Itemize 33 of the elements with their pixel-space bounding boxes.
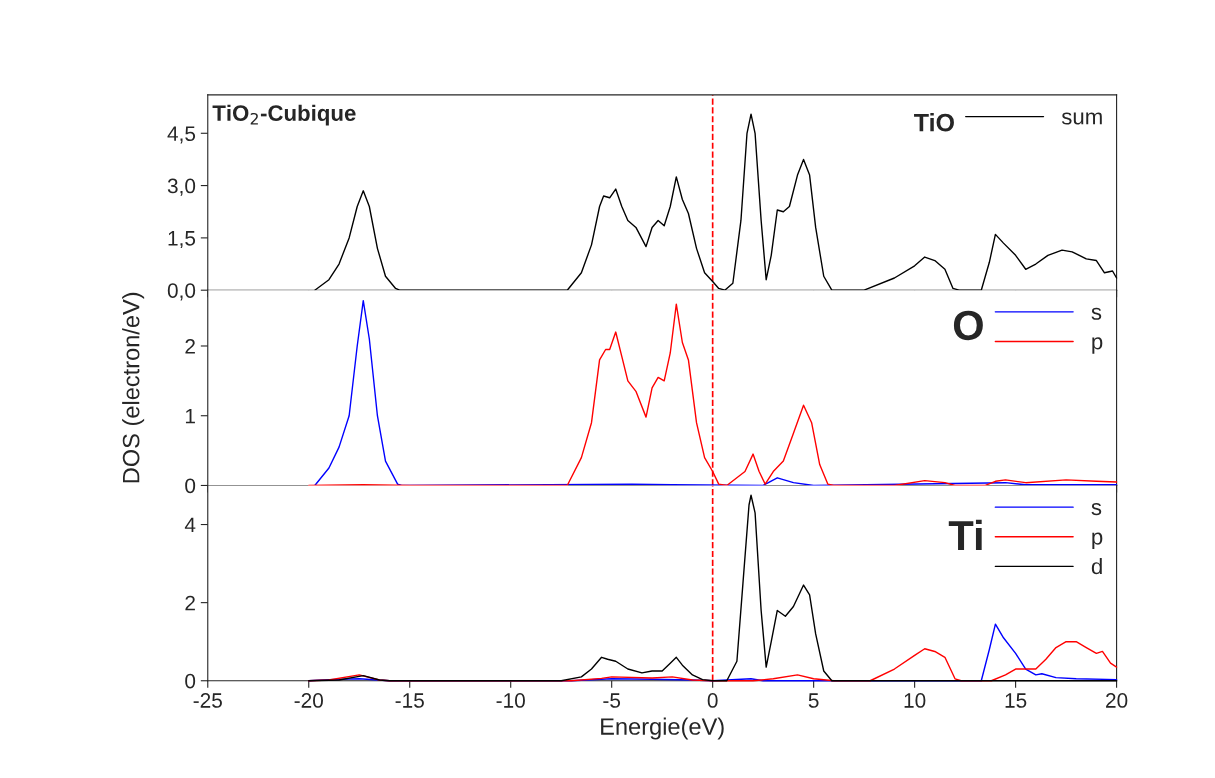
- x-tick-label: 10: [904, 693, 926, 708]
- y-tick-label: 4,5: [167, 126, 196, 144]
- legend-title: Ti: [948, 519, 982, 550]
- y-tick-label: 1,5: [168, 231, 196, 249]
- y-tick-label: 1: [185, 408, 195, 424]
- y-tick-label: 2: [185, 595, 195, 611]
- legend-label: d: [1091, 558, 1102, 575]
- legend-label: sum: [1061, 112, 1102, 125]
- x-tick-label: -10: [496, 693, 525, 708]
- x-tick-label: -20: [294, 693, 323, 708]
- chart-title: TiO$_{2}$-Cubique: [212, 104, 356, 126]
- y-tick-label: 4: [184, 517, 196, 533]
- y-tick-label: 0: [185, 673, 196, 689]
- legend-title: O: [953, 310, 983, 341]
- x-axis-title: Energie(eV): [601, 717, 724, 740]
- x-tick-label: 5: [808, 693, 819, 708]
- legend-label: s: [1091, 307, 1102, 320]
- line-series: [308, 494, 1118, 682]
- y-tick-label: 2: [185, 338, 195, 354]
- x-tick-label: -15: [395, 693, 424, 708]
- x-tick-label: 0: [707, 693, 718, 708]
- y-tick-label: 0,0: [167, 283, 196, 301]
- x-tick-label: 20: [1106, 693, 1128, 708]
- x-tick-label: -25: [193, 693, 222, 708]
- y-tick-label: 0: [185, 478, 196, 494]
- legend-label: s: [1091, 502, 1102, 516]
- legend-label: p: [1092, 337, 1103, 354]
- y-tick-label: 3,0: [167, 178, 196, 196]
- x-tick-label: 15: [1005, 693, 1027, 708]
- legend-label: p: [1092, 532, 1103, 550]
- y-axis-title: DOS (electron/eV): [122, 292, 145, 483]
- x-tick-label: -5: [603, 693, 621, 708]
- legend-title: TiO: [914, 113, 954, 132]
